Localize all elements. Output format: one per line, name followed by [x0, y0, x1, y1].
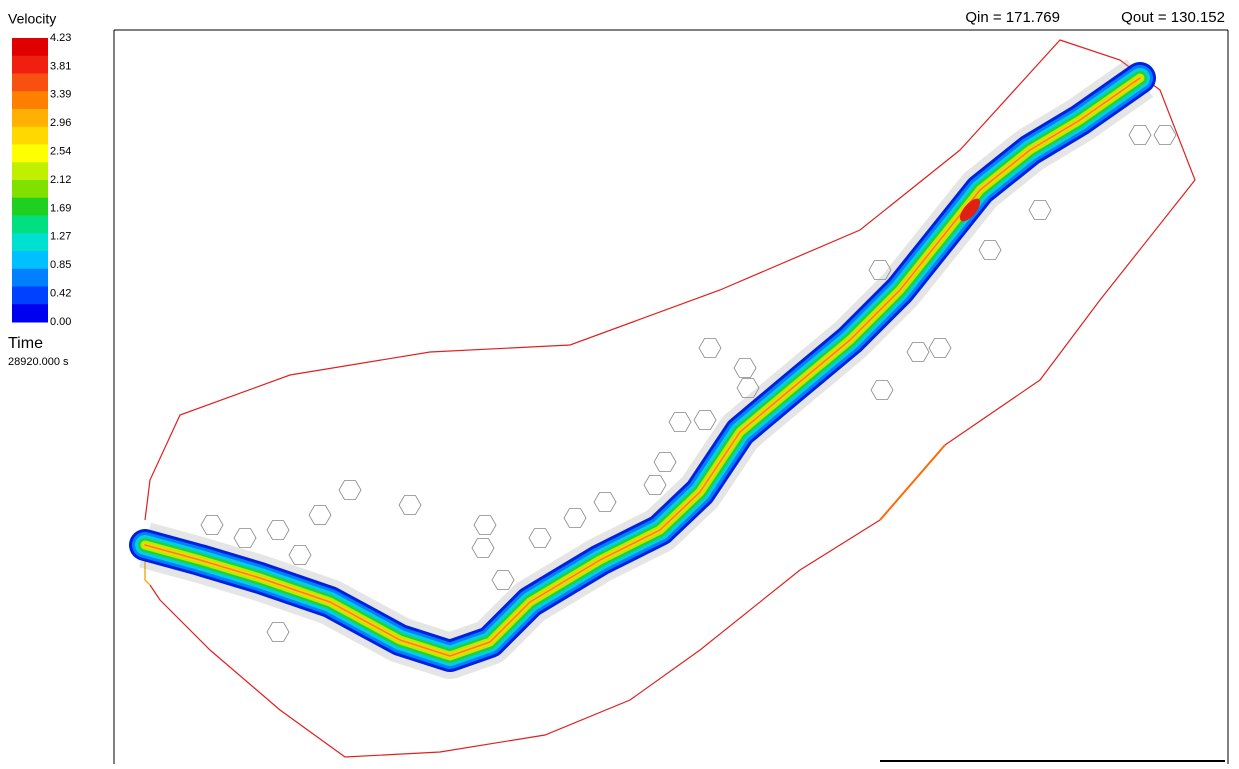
qout-label: Qout = 130.152 [1121, 9, 1225, 26]
color-legend: 4.23 3.81 3.39 2.96 2.54 2.12 1.69 1.27 0.85 0.42… [12, 32, 71, 328]
mesh-cell [288, 545, 312, 565]
legend-label: 0.00 [50, 316, 71, 328]
mesh-cell [653, 452, 677, 472]
mesh-cell [266, 622, 290, 642]
mesh-cell [643, 475, 667, 495]
mesh-cell [491, 570, 515, 590]
legend-swatch [12, 73, 48, 92]
legend-swatch [12, 304, 48, 323]
legend-label: 4.23 [50, 32, 71, 44]
legend-swatch [12, 38, 48, 57]
legend-label: 2.12 [50, 174, 71, 186]
mesh-cell [928, 338, 952, 358]
mesh-cell [593, 492, 617, 512]
inflow-boundary [144, 560, 151, 586]
mesh-cell [308, 505, 332, 525]
legend-title: Velocity [8, 11, 56, 27]
mesh-cell [1128, 125, 1152, 145]
mesh-cell [563, 508, 587, 528]
legend-label: 3.81 [50, 60, 71, 72]
mesh-cell [736, 378, 760, 398]
mesh-cell [200, 515, 224, 535]
boundary [149, 519, 881, 758]
legend-swatch [12, 268, 48, 287]
legend-label: 0.42 [50, 288, 71, 300]
legend-swatch [12, 55, 48, 74]
mesh-cell [398, 495, 422, 515]
time-label: Time [8, 335, 43, 352]
mesh-cell [693, 410, 717, 430]
mesh-cell [338, 480, 362, 500]
legend-swatch [12, 251, 48, 270]
mesh-cells [200, 125, 1177, 642]
legend-label: 1.27 [50, 231, 71, 243]
legend-swatch [12, 162, 48, 181]
legend-swatch [12, 180, 48, 199]
qin-label: Qin = 171.769 [965, 9, 1060, 26]
legend-swatch [12, 126, 48, 145]
mesh-cell [978, 240, 1002, 260]
mesh-cell [473, 515, 497, 535]
legend-swatch [12, 233, 48, 252]
mesh-cell [266, 520, 290, 540]
mesh-cell [1028, 200, 1052, 220]
legend-swatch [12, 215, 48, 234]
mesh-cell [471, 538, 495, 558]
mesh-cell [528, 528, 552, 548]
mesh-cell [233, 528, 257, 548]
boundary [144, 39, 1196, 521]
outflow-boundary [879, 444, 946, 521]
legend-label: 3.39 [50, 89, 71, 101]
legend-label: 2.96 [50, 117, 71, 129]
legend-label: 1.69 [50, 202, 71, 214]
legend-swatch [12, 197, 48, 216]
legend-swatch [12, 144, 48, 163]
mesh-cell [698, 338, 722, 358]
river-velocity-field [129, 59, 1156, 679]
velocity-peak [959, 198, 981, 222]
mesh-cell [870, 380, 894, 400]
mesh-cell [1153, 125, 1177, 145]
velocity-band [144, 77, 1141, 657]
time-value: 28920.000 s [8, 356, 69, 368]
legend-label: 0.85 [50, 259, 71, 271]
legend-swatch [12, 109, 48, 128]
mesh-cell [906, 342, 930, 362]
mesh-cell [868, 260, 892, 280]
legend-swatch [12, 286, 48, 305]
legend-swatch [12, 91, 48, 110]
mesh-cell [668, 412, 692, 432]
legend-label: 2.54 [50, 146, 71, 158]
mesh-cell [733, 358, 757, 378]
